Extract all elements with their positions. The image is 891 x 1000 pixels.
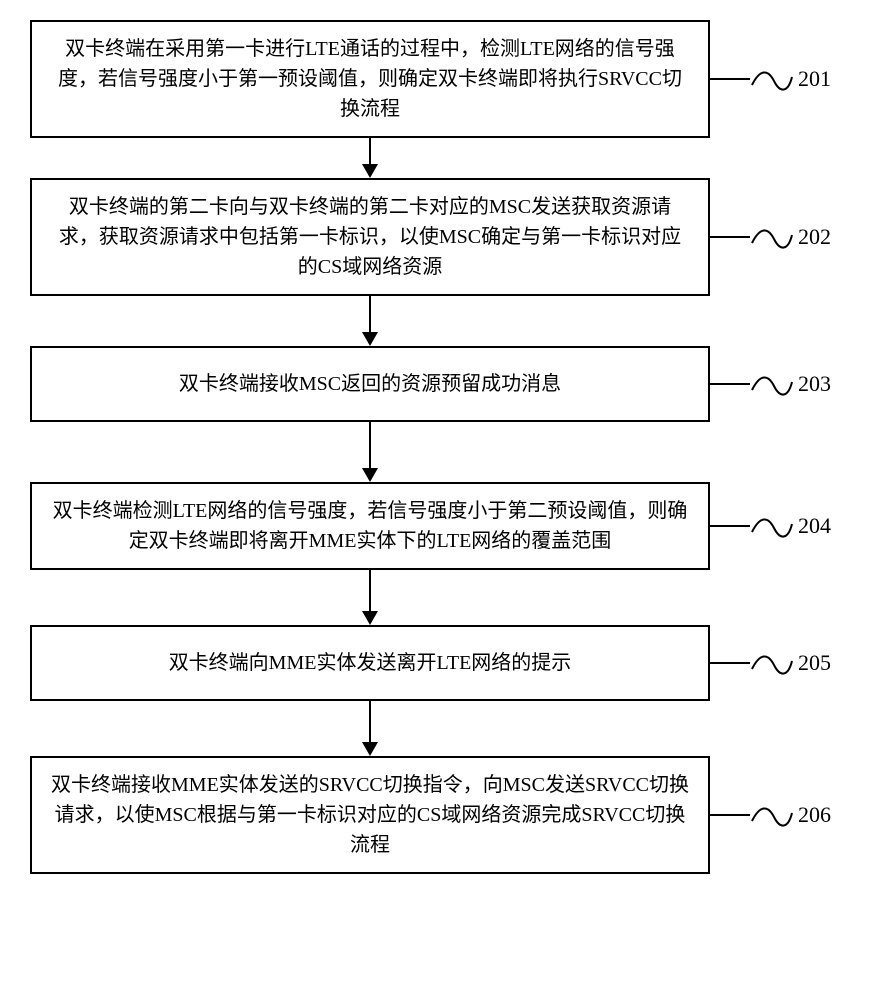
arrow-shaft: [369, 296, 371, 332]
arrow-head-icon: [362, 332, 378, 346]
step-number: 202: [798, 224, 831, 250]
arrow-head-icon: [362, 164, 378, 178]
step-row: 双卡终端检测LTE网络的信号强度，若信号强度小于第二预设阈值，则确定双卡终端即将…: [30, 482, 891, 570]
arrow-shaft: [369, 422, 371, 468]
connector-line: [710, 383, 750, 385]
step-row: 双卡终端接收MSC返回的资源预留成功消息 203: [30, 346, 891, 422]
step-box: 双卡终端在采用第一卡进行LTE通话的过程中，检测LTE网络的信号强度，若信号强度…: [30, 20, 710, 138]
arrow-down: [30, 296, 891, 346]
arrow-down: [30, 422, 891, 482]
step-connector: 204: [710, 512, 891, 540]
step-connector: 203: [710, 370, 891, 398]
arrow-head-icon: [362, 468, 378, 482]
step-box: 双卡终端接收MME实体发送的SRVCC切换指令，向MSC发送SRVCC切换请求，…: [30, 756, 710, 874]
step-number: 201: [798, 66, 831, 92]
step-connector: 201: [710, 65, 891, 93]
step-box: 双卡终端接收MSC返回的资源预留成功消息: [30, 346, 710, 422]
step-row: 双卡终端接收MME实体发送的SRVCC切换指令，向MSC发送SRVCC切换请求，…: [30, 756, 891, 874]
step-row: 双卡终端在采用第一卡进行LTE通话的过程中，检测LTE网络的信号强度，若信号强度…: [30, 20, 891, 138]
connector-line: [710, 236, 750, 238]
arrow-head-icon: [362, 742, 378, 756]
arrow-down: [30, 138, 891, 178]
step-row: 双卡终端的第二卡向与双卡终端的第二卡对应的MSC发送获取资源请求，获取资源请求中…: [30, 178, 891, 296]
connector-line: [710, 662, 750, 664]
step-connector: 206: [710, 801, 891, 829]
step-box: 双卡终端向MME实体发送离开LTE网络的提示: [30, 625, 710, 701]
connector-line: [710, 525, 750, 527]
step-number: 206: [798, 802, 831, 828]
step-connector: 202: [710, 223, 891, 251]
arrow-head-icon: [362, 611, 378, 625]
connector-line: [710, 814, 750, 816]
flowchart-container: 双卡终端在采用第一卡进行LTE通话的过程中，检测LTE网络的信号强度，若信号强度…: [0, 20, 891, 874]
step-box: 双卡终端的第二卡向与双卡终端的第二卡对应的MSC发送获取资源请求，获取资源请求中…: [30, 178, 710, 296]
arrow-shaft: [369, 138, 371, 164]
connector-line: [710, 78, 750, 80]
arrow-down: [30, 701, 891, 756]
arrow-down: [30, 570, 891, 625]
step-number: 204: [798, 513, 831, 539]
step-number: 205: [798, 650, 831, 676]
step-row: 双卡终端向MME实体发送离开LTE网络的提示 205: [30, 625, 891, 701]
step-number: 203: [798, 371, 831, 397]
step-connector: 205: [710, 649, 891, 677]
arrow-shaft: [369, 570, 371, 611]
arrow-shaft: [369, 701, 371, 742]
step-box: 双卡终端检测LTE网络的信号强度，若信号强度小于第二预设阈值，则确定双卡终端即将…: [30, 482, 710, 570]
